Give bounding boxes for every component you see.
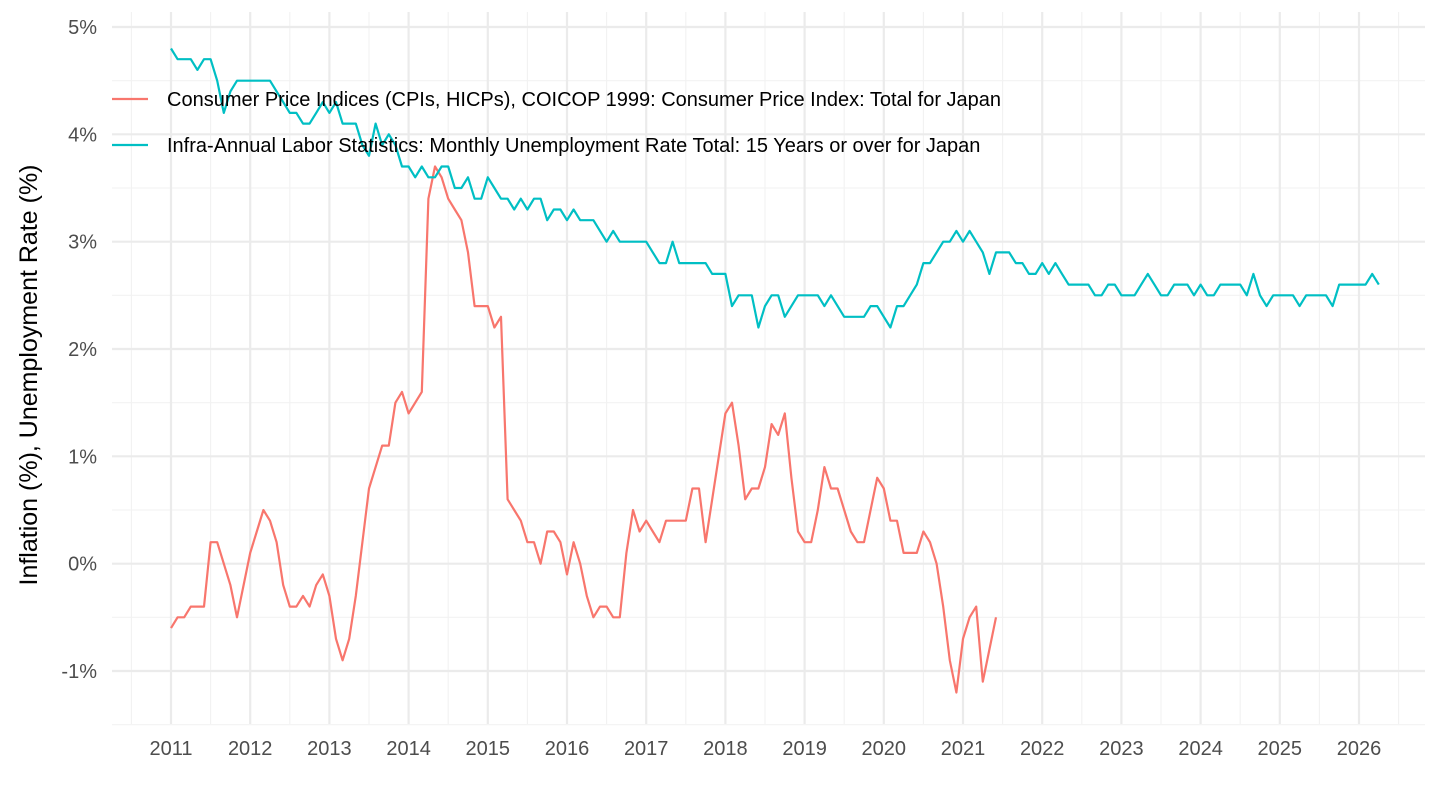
x-tick-label: 2013 [307,738,352,760]
y-tick-label: 1% [68,446,97,468]
minor-gridlines-x [130,12,1400,724]
y-tick-label: 2% [68,339,97,361]
x-tick-label: 2022 [1020,738,1065,760]
y-tick-label: 3% [68,232,97,254]
x-tick-label: 2018 [703,738,748,760]
x-tick-label: 2014 [386,738,431,760]
legend-label-unemployment: Infra-Annual Labor Statistics: Monthly U… [167,135,980,157]
x-tick-label: 2011 [149,738,192,760]
y-tick-label: 4% [68,124,97,146]
y-axis-title: Inflation (%), Unemployment Rate (%) [15,165,43,586]
x-tick-label: 2026 [1337,738,1382,760]
legend: Consumer Price Indices (CPIs, HICPs), CO… [112,89,1001,157]
legend-label-cpi: Consumer Price Indices (CPIs, HICPs), CO… [167,89,1001,111]
y-axis-tick-labels: -1% 0% 1% 2% 3% 4% 5% [61,17,97,683]
x-tick-label: 2024 [1178,738,1223,760]
x-tick-label: 2020 [862,738,907,760]
y-tick-label: 0% [68,554,97,576]
x-tick-label: 2015 [466,738,511,760]
minor-gridlines-y [112,80,1425,726]
x-tick-label: 2021 [941,738,986,760]
x-tick-label: 2023 [1099,738,1144,760]
series-lines [170,47,1380,694]
series-line-cpi [170,165,998,694]
x-tick-label: 2012 [228,738,273,760]
x-tick-label: 2025 [1258,738,1303,760]
major-gridlines-x [169,12,1361,724]
series-line-unemployment [170,47,1380,329]
x-tick-label: 2017 [624,738,669,760]
major-gridlines-y [112,25,1425,673]
y-tick-label: 5% [68,17,97,39]
y-tick-label: -1% [61,661,97,683]
x-tick-label: 2019 [782,738,827,760]
x-axis-tick-labels: 2011 2012 2013 2014 2015 2016 2017 2018 2019 2020… [149,738,1381,760]
x-tick-label: 2016 [545,738,590,760]
